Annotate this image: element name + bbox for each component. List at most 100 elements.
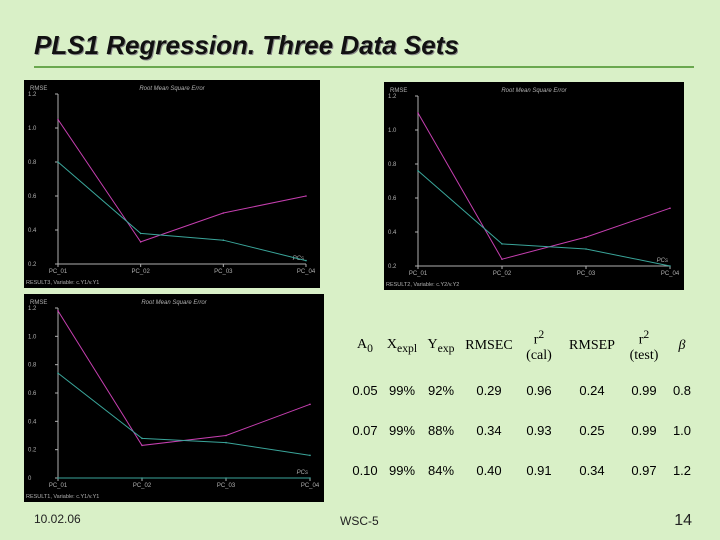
- data-point: [222, 212, 225, 214]
- series-line-2: [417, 170, 671, 267]
- y-tick-label: 1.0: [28, 126, 37, 132]
- data-point: [57, 372, 59, 374]
- x-tick-label: PC_02: [131, 269, 150, 275]
- data-point: [585, 248, 587, 250]
- x-tick-label: PC_04: [297, 269, 316, 275]
- data-point: [501, 243, 503, 245]
- x-axis-label: PCs: [297, 470, 308, 476]
- table-row: 0.07 99% 88% 0.34 0.93 0.25 0.99 1.0: [347, 410, 699, 450]
- chart-title: Root Mean Square Error: [141, 300, 207, 306]
- x-axis-label: PCs: [657, 258, 668, 264]
- y-tick-label: 1.2: [28, 306, 37, 312]
- table-cell: 0.25: [579, 422, 605, 438]
- results-table: A0 Xexpl Yexp RMSEC r2 (cal) RMSEP r2 (tes…: [347, 322, 699, 490]
- data-point: [417, 112, 419, 114]
- y-tick-label: 0.2: [388, 264, 397, 270]
- table-cell: 0.34: [476, 422, 502, 438]
- data-point: [225, 441, 227, 444]
- series-line-1: [57, 310, 311, 446]
- x-tick-label: PC_03: [214, 269, 233, 275]
- chart-footer: RESULT3, Variable: c.Y1/v.Y1: [26, 280, 99, 286]
- data-point: [305, 195, 307, 197]
- y-tick-label: 1.0: [28, 334, 37, 340]
- y-tick-label: 0: [28, 476, 32, 482]
- table-cell: 0.8: [672, 382, 692, 398]
- table-cell: 1.0: [672, 422, 692, 438]
- header-xexpl: Xexpl: [386, 337, 418, 355]
- title-underline: [34, 66, 694, 68]
- chart-footer: RESULT1, Variable: c.Y1/v.Y1: [26, 494, 99, 500]
- header-beta: β: [678, 338, 686, 353]
- chart-3-svg: RMSE Root Mean Square Error PCs 0 0.2 0.4 0.6 0…: [26, 300, 320, 500]
- series-line-1: [417, 112, 671, 260]
- header-r2-cal: r2 (cal): [526, 327, 552, 364]
- x-tick-label: PC_01: [409, 271, 428, 277]
- data-point: [57, 161, 59, 163]
- chart-1-svg: RMSE Root Mean Square ErrorPCs0.20.40.60.…: [26, 86, 316, 286]
- y-tick-label: 0.4: [28, 419, 37, 425]
- x-tick-label: PC_01: [49, 483, 68, 489]
- y-tick-label: 0.6: [28, 194, 37, 200]
- data-point: [669, 265, 671, 267]
- data-point: [57, 477, 59, 479]
- x-tick-label: PC_03: [577, 271, 596, 277]
- data-point: [585, 236, 587, 238]
- table-cell: 0.40: [476, 462, 502, 478]
- page-number: 14: [674, 512, 692, 529]
- y-tick-label: 0.4: [388, 230, 397, 236]
- table-row: 0.10 99% 84% 0.40 0.91 0.34 0.97 1.2: [347, 450, 699, 490]
- y-axis-label: RMSE: [390, 88, 407, 94]
- table-cell: 0.05: [352, 382, 378, 398]
- y-tick-label: 0.2: [28, 448, 37, 454]
- chart-2-svg: RMSE Root Mean Square Error PCs 0.2 0.4 0.6 0.…: [386, 88, 680, 288]
- chart-footer: RESULT2, Variable: c.Y2/v.Y2: [386, 282, 459, 288]
- data-point: [305, 259, 307, 262]
- table-cell: 99%: [388, 462, 416, 478]
- table-cell: 0.99: [631, 382, 657, 398]
- x-tick-label: PC_02: [133, 483, 152, 489]
- x-tick-label: PC_02: [493, 271, 512, 277]
- table-cell: 0.24: [579, 382, 605, 398]
- y-tick-label: 0.6: [388, 196, 397, 202]
- chart-panel-1: RMSE Root Mean Square Error PCs 0.2 0.4 0.6 0.…: [24, 80, 320, 288]
- data-point: [225, 434, 227, 437]
- table-cell: 0.29: [476, 382, 502, 398]
- y-tick-label: 0.8: [28, 363, 37, 369]
- data-point: [225, 477, 227, 479]
- data-point: [222, 239, 225, 241]
- table-cell: 99%: [388, 422, 416, 438]
- y-axis-label: RMSE: [30, 86, 47, 92]
- header-yexp: Yexp: [427, 337, 455, 355]
- footer-center: WSC-5: [340, 514, 379, 528]
- y-tick-label: 0.2: [28, 262, 37, 268]
- table-cell: 1.2: [672, 462, 692, 478]
- data-point: [141, 444, 143, 447]
- data-point: [139, 232, 142, 235]
- series-line-2: [57, 372, 311, 456]
- data-point: [309, 477, 311, 479]
- data-point: [669, 207, 671, 209]
- data-point: [309, 454, 311, 457]
- header-rmsep: RMSEP: [569, 338, 615, 353]
- y-tick-label: 0.6: [28, 391, 37, 397]
- chart-title: Root Mean Square Error: [501, 88, 567, 94]
- data-point: [57, 118, 59, 121]
- y-tick-label: 0.4: [28, 228, 37, 234]
- data-point: [139, 241, 142, 243]
- table-row: 0.05 99% 92% 0.29 0.96 0.24 0.99 0.8: [347, 370, 699, 410]
- table-cell: 0.99: [631, 422, 657, 438]
- slide-title: PLS1 Regression. Three Data Sets: [34, 30, 459, 60]
- x-tick-label: PC_01: [49, 269, 68, 275]
- chart-title: Root Mean Square Error: [139, 86, 205, 92]
- table-cell: 0.91: [526, 462, 552, 478]
- y-tick-label: 1.0: [388, 128, 397, 134]
- header-rmsec: RMSEC: [465, 338, 513, 353]
- header-a0: A0: [357, 337, 373, 355]
- x-tick-label: PC_04: [301, 483, 320, 489]
- data-point: [57, 310, 59, 312]
- table-cell: 0.93: [526, 422, 552, 438]
- series-line-2: [57, 161, 307, 262]
- table-cell: 0.97: [631, 462, 657, 478]
- table-cell: 0.07: [352, 422, 378, 438]
- data-point: [309, 403, 311, 406]
